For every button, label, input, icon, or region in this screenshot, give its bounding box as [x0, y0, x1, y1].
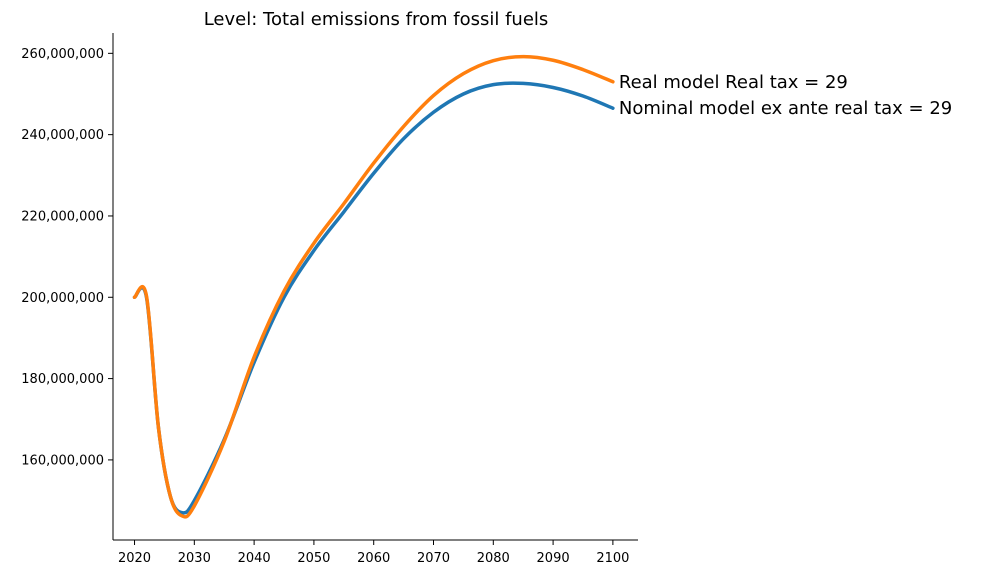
x-tick-label: 2020 [118, 551, 151, 566]
x-tick-label: 2070 [417, 551, 450, 566]
y-tick-label: 260,000,000 [21, 47, 104, 62]
x-tick-label: 2040 [238, 551, 271, 566]
series-lines [132, 54, 615, 519]
series-line-1 [132, 54, 615, 519]
x-tick-label: 2030 [178, 551, 211, 566]
series-label-1: Real model Real tax = 29 [619, 72, 848, 93]
x-tick-label: 2050 [297, 551, 330, 566]
x-axis: 2020 2030 2040 2050 2060 2070 2080 2090 2100 [113, 539, 638, 566]
y-tick-label: 160,000,000 [21, 453, 104, 468]
x-tick-label: 2100 [596, 551, 629, 566]
x-tick-label: 2060 [357, 551, 390, 566]
series-labels: Nominal model ex ante real tax = 29 Real … [619, 72, 952, 119]
x-tick-label: 2080 [477, 551, 510, 566]
y-axis: 160,000,000 180,000,000 200,000,000 220,000… [21, 33, 114, 540]
chart-title: Level: Total emissions from fossil fuels [204, 9, 549, 30]
series-label-0: Nominal model ex ante real tax = 29 [619, 98, 952, 119]
x-tick-label: 2090 [537, 551, 570, 566]
y-tick-label: 200,000,000 [21, 291, 104, 306]
y-tick-label: 220,000,000 [21, 209, 104, 224]
y-tick-label: 240,000,000 [21, 128, 104, 143]
y-tick-label: 180,000,000 [21, 372, 104, 387]
series-line-0 [132, 81, 615, 515]
